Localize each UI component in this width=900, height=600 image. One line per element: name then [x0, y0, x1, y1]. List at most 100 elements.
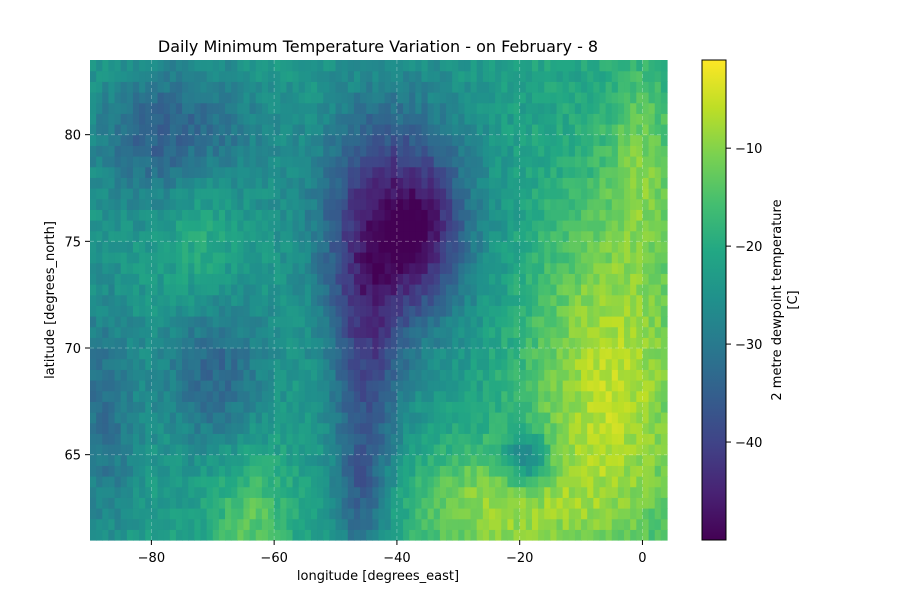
heatmap-cell: [120, 60, 128, 72]
heatmap-cell: [556, 486, 564, 498]
heatmap-cell: [114, 70, 122, 82]
heatmap-cell: [593, 124, 601, 136]
heatmap-cell: [372, 454, 380, 466]
heatmap-cell: [605, 60, 613, 72]
heatmap-cell: [507, 209, 515, 221]
heatmap-cell: [617, 337, 625, 349]
heatmap-cell: [605, 348, 613, 360]
heatmap-cell: [630, 81, 637, 93]
heatmap-cell: [581, 348, 588, 360]
heatmap-cell: [139, 497, 146, 509]
heatmap-cell: [648, 166, 656, 178]
heatmap-cell: [415, 412, 423, 424]
heatmap-cell: [562, 156, 570, 168]
heatmap-cell: [593, 486, 601, 498]
heatmap-cell: [556, 230, 564, 242]
heatmap-cell: [366, 454, 373, 466]
heatmap-cell: [507, 508, 515, 520]
heatmap-cell: [304, 177, 312, 189]
heatmap-cell: [286, 454, 294, 466]
heatmap-cell: [390, 92, 398, 104]
heatmap-cell: [574, 497, 582, 509]
heatmap-cell: [218, 81, 226, 93]
heatmap-cell: [642, 241, 650, 253]
heatmap-cell: [593, 81, 601, 93]
heatmap-cell: [482, 380, 490, 392]
heatmap-cell: [310, 156, 318, 168]
heatmap-cell: [175, 518, 183, 530]
heatmap-cell: [96, 102, 103, 114]
heatmap-cell: [452, 60, 459, 72]
heatmap-cell: [261, 134, 269, 146]
heatmap-cell: [446, 60, 453, 72]
heatmap-cell: [151, 262, 159, 274]
heatmap-cell: [581, 390, 588, 402]
heatmap-cell: [157, 294, 165, 306]
heatmap-cell: [648, 241, 656, 253]
heatmap-cell: [329, 358, 337, 370]
heatmap-cell: [654, 476, 662, 488]
heatmap-cell: [642, 166, 650, 178]
heatmap-cell: [353, 134, 361, 146]
heatmap-cell: [427, 294, 435, 306]
heatmap-cell: [200, 465, 208, 477]
heatmap-cell: [482, 220, 490, 232]
heatmap-cell: [421, 230, 429, 242]
heatmap-cell: [396, 326, 404, 338]
heatmap-cell: [169, 433, 177, 445]
heatmap-cell: [255, 380, 263, 392]
heatmap-cell: [476, 284, 484, 296]
x-tick-label: −20: [506, 551, 533, 566]
heatmap-cell: [476, 177, 484, 189]
heatmap-cell: [243, 454, 251, 466]
heatmap-cell: [458, 497, 466, 509]
heatmap-cell: [317, 529, 324, 541]
heatmap-cell: [102, 252, 110, 264]
heatmap-cell: [182, 444, 189, 456]
heatmap-cell: [212, 124, 220, 136]
heatmap-cell: [611, 326, 619, 338]
heatmap-cell: [157, 444, 165, 456]
heatmap-cell: [538, 220, 545, 232]
heatmap-cell: [642, 380, 650, 392]
heatmap-cell: [556, 358, 564, 370]
heatmap-cell: [501, 102, 509, 114]
heatmap-cell: [169, 369, 177, 381]
heatmap-cell: [237, 166, 245, 178]
heatmap-cell: [225, 262, 232, 274]
heatmap-cell: [550, 369, 558, 381]
heatmap-cell: [476, 252, 484, 264]
heatmap-cell: [360, 497, 367, 509]
heatmap-cell: [581, 454, 588, 466]
heatmap-cell: [304, 390, 312, 402]
heatmap-cell: [360, 444, 367, 456]
heatmap-cell: [513, 230, 521, 242]
heatmap-cell: [169, 252, 177, 264]
heatmap-cell: [507, 518, 515, 530]
heatmap-cell: [145, 412, 152, 424]
heatmap-cell: [206, 476, 214, 488]
heatmap-cell: [151, 412, 159, 424]
heatmap-cell: [360, 156, 367, 168]
heatmap-cell: [538, 166, 545, 178]
heatmap-cell: [617, 316, 625, 328]
heatmap-cell: [255, 188, 263, 200]
heatmap-cell: [488, 412, 496, 424]
heatmap-cell: [446, 124, 453, 136]
heatmap-cell: [624, 412, 631, 424]
heatmap-cell: [642, 454, 650, 466]
heatmap-cell: [421, 284, 429, 296]
heatmap-cell: [513, 198, 521, 210]
heatmap-cell: [482, 81, 490, 93]
heatmap-cell: [384, 433, 392, 445]
heatmap-cell: [409, 422, 416, 434]
heatmap-cell: [458, 198, 466, 210]
heatmap-cell: [501, 113, 509, 125]
heatmap-cell: [298, 508, 306, 520]
heatmap-cell: [378, 188, 386, 200]
heatmap-cell: [360, 412, 367, 424]
heatmap-cell: [636, 497, 644, 509]
heatmap-cell: [237, 401, 245, 413]
heatmap-cell: [132, 412, 140, 424]
heatmap-cell: [347, 454, 355, 466]
